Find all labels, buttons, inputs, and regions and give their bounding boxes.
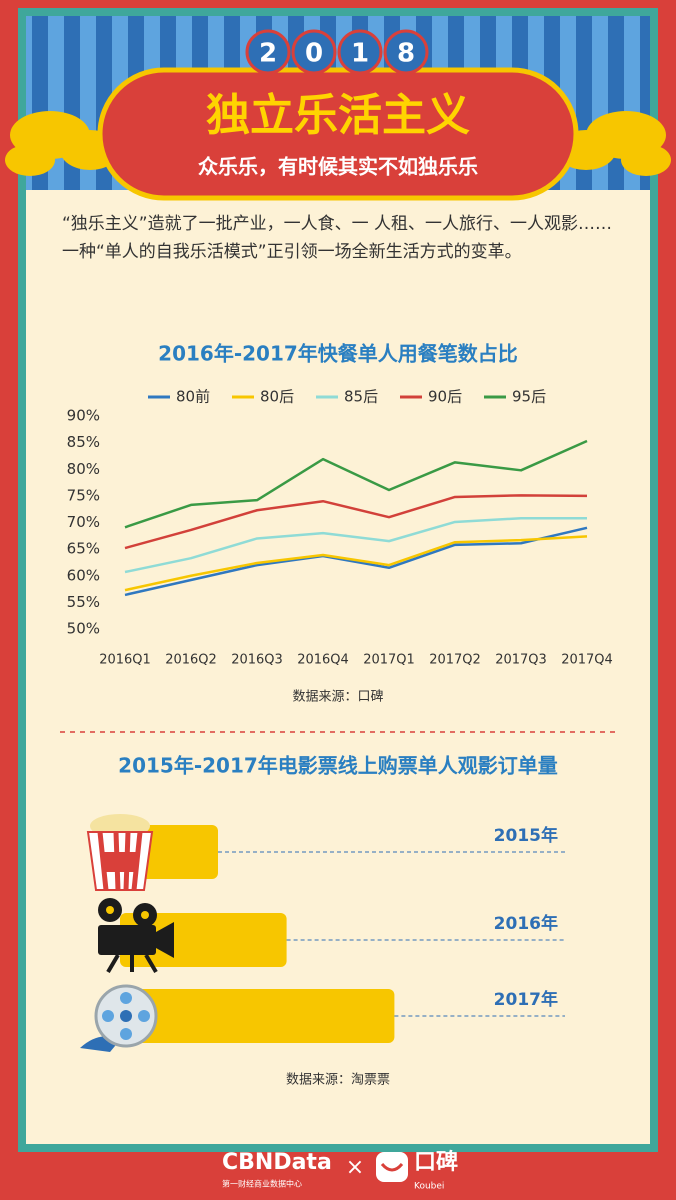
legend-label: 80后 [260,388,294,406]
line [124,535,588,592]
x-tick-label: 2016Q2 [165,653,217,668]
line [124,439,588,529]
category-label: 2017年 [494,989,558,1010]
year-badge [383,29,429,75]
partner-logo [376,1152,408,1182]
bar [120,913,287,967]
y-tick-label: 80% [67,460,100,478]
film-reel-icon [80,984,158,1052]
chart-title: 2016年-2017年快餐单人用餐笔数占比 [158,342,518,366]
intro-text: “独乐主义”造就了一批产业，一人食、一 人租、一人旅行、一人观影……一种“单人的… [62,214,613,262]
chart-title: 2015年-2017年电影票线上购票单人观影订单量 [118,754,558,778]
legend-label: 85后 [344,388,378,406]
year-digit: 1 [351,39,369,69]
partner: 口碑 [414,1149,458,1175]
x-tick-label: 2016Q1 [99,653,151,668]
y-tick-label: 50% [67,620,100,638]
legend-label: 80前 [176,388,210,406]
camera-icon [98,898,174,974]
year-badge [291,29,337,75]
x-tick-label: 2017Q4 [561,653,613,668]
source: 数据来源：口碑 [292,689,383,705]
year-digit: 2 [259,39,277,69]
category-label: 2015年 [494,825,558,846]
title: 独立乐活主义 [206,90,470,141]
brand-sub: 第一财经商业数据中心 [222,1179,302,1189]
y-tick-label: 60% [67,566,100,584]
x-tick-label: 2017Q1 [363,653,415,668]
y-tick-label: 85% [67,433,100,451]
cross: × [346,1155,364,1180]
y-tick-label: 55% [67,593,100,611]
year-digit: 0 [305,39,323,69]
bar [120,989,395,1043]
y-tick-label: 70% [67,513,100,531]
subtitle: 众乐乐，有时候其实不如独乐乐 [198,155,478,179]
legend-label: 95后 [512,388,546,406]
footer-band [0,1152,676,1200]
year-badge [337,29,383,75]
year-badge [245,29,291,75]
line [124,516,587,574]
y-tick-label: 90% [67,407,100,425]
popcorn-icon [86,814,154,891]
line [124,526,588,597]
legend-label: 90后 [428,388,462,406]
x-tick-label: 2017Q3 [495,653,547,668]
y-tick-label: 65% [67,540,100,558]
brand: CBNData [222,1150,332,1175]
x-tick-label: 2016Q3 [231,653,283,668]
x-tick-label: 2016Q4 [297,653,349,668]
line [124,494,588,550]
category-label: 2016年 [494,913,558,934]
partner-sub: Koubei [414,1182,444,1192]
source: 数据来源：淘票票 [286,1073,390,1088]
partner-logo-smile [380,1162,404,1172]
year-digit: 8 [397,39,415,69]
banner [97,67,579,201]
x-tick-label: 2017Q2 [429,653,481,668]
y-tick-label: 75% [67,486,100,504]
